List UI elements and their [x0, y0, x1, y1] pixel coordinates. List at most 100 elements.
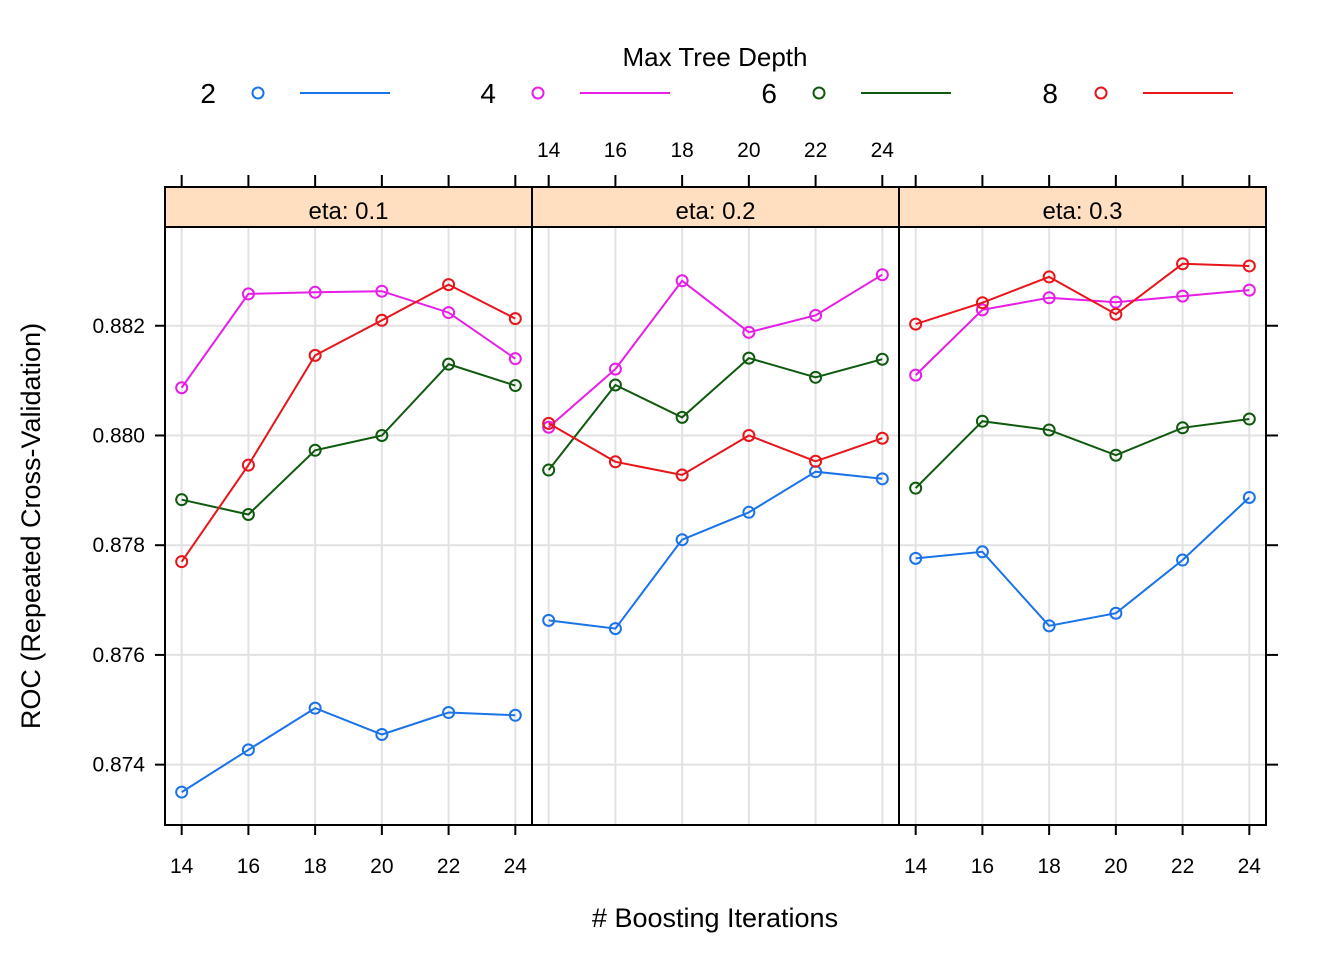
data-point-depth-2: [1176, 553, 1190, 567]
data-point-depth-6: [675, 410, 689, 424]
data-point-depth-6: [1042, 423, 1056, 437]
panel-3: eta: 0.3: [898, 186, 1267, 825]
x-tick-label: 16: [237, 855, 260, 878]
y-axis-title: ROC (Repeated Cross-Validation): [16, 323, 46, 729]
y-tick-label: 0.878: [92, 534, 145, 557]
series-line-depth-8: [915, 262, 1250, 326]
legend-label-4: 4: [480, 78, 496, 109]
series-line-depth-8: [180, 283, 516, 563]
data-point-depth-2: [542, 613, 556, 627]
data-point-depth-6: [742, 351, 756, 365]
data-point-depth-6: [975, 414, 989, 428]
series-line-depth-2: [548, 470, 883, 630]
data-point-depth-2: [875, 472, 889, 486]
data-point-depth-2: [375, 727, 389, 741]
x-tick-label-top: 20: [737, 139, 760, 162]
data-point-depth-4: [308, 285, 322, 299]
data-point-depth-4: [1109, 295, 1123, 309]
series-line-depth-4: [548, 273, 883, 428]
data-point-depth-6: [1242, 412, 1256, 426]
legend-label-8: 8: [1042, 78, 1058, 109]
legend: 2 4 6 8: [200, 78, 1233, 109]
data-point-depth-8: [1242, 259, 1256, 273]
data-point-depth-8: [1042, 270, 1056, 284]
data-point-depth-4: [241, 287, 255, 301]
panel-2: eta: 0.2: [531, 186, 900, 825]
data-point-depth-4: [875, 268, 889, 282]
data-point-depth-2: [1109, 606, 1123, 620]
data-point-depth-8: [375, 313, 389, 327]
data-point-depth-8: [608, 455, 622, 469]
x-tick-label: 16: [971, 855, 994, 878]
data-point-depth-6: [1176, 421, 1190, 435]
data-point-depth-4: [1242, 283, 1256, 297]
data-point-depth-4: [1042, 291, 1056, 305]
series-line-depth-4: [180, 290, 516, 389]
legend-point-6: [812, 86, 826, 100]
data-point-depth-2: [1242, 490, 1256, 504]
legend-label-6: 6: [761, 78, 777, 109]
x-axis-title: # Boosting Iterations: [592, 903, 838, 933]
data-point-depth-2: [975, 545, 989, 559]
strip-1: [164, 186, 533, 228]
data-point-depth-2: [909, 551, 923, 565]
y-tick-label: 0.882: [92, 315, 145, 338]
data-point-depth-6: [175, 493, 189, 507]
data-point-depth-2: [675, 533, 689, 547]
data-point-depth-4: [1176, 289, 1190, 303]
data-point-depth-6: [542, 463, 556, 477]
data-point-depth-4: [809, 308, 823, 322]
data-point-depth-6: [608, 378, 622, 392]
data-point-depth-6: [308, 443, 322, 457]
x-tick-label: 14: [170, 855, 194, 878]
x-tick-label: 24: [1238, 855, 1262, 878]
x-tick-label: 14: [904, 855, 928, 878]
data-point-depth-4: [175, 381, 189, 395]
legend-point-8: [1094, 86, 1108, 100]
strip-label: eta: 0.1: [308, 198, 388, 225]
data-point-depth-2: [742, 505, 756, 519]
x-tick-label: 22: [1171, 855, 1194, 878]
strip-label: eta: 0.3: [1042, 198, 1122, 225]
data-point-depth-2: [241, 743, 255, 757]
x-tick-label: 18: [1037, 855, 1060, 878]
data-point-depth-4: [375, 284, 389, 298]
data-point-depth-8: [308, 348, 322, 362]
plot-frame: [164, 186, 1267, 826]
x-tick-label-top: 22: [804, 139, 827, 162]
data-point-depth-4: [909, 368, 923, 382]
x-tick-label-top: 24: [871, 139, 895, 162]
legend-title: Max Tree Depth: [623, 42, 808, 72]
data-point-depth-6: [909, 481, 923, 495]
x-tick-label: 20: [1104, 855, 1127, 878]
data-point-depth-4: [508, 352, 522, 366]
series-line-depth-8: [548, 422, 883, 477]
x-tick-label: 24: [504, 855, 528, 878]
series-line-depth-6: [547, 356, 883, 471]
data-point-depth-8: [742, 428, 756, 442]
data-point-depth-8: [442, 278, 456, 292]
data-point-depth-2: [308, 701, 322, 715]
data-point-depth-4: [675, 274, 689, 288]
data-point-depth-8: [542, 416, 556, 430]
data-point-depth-2: [175, 785, 189, 799]
data-point-depth-6: [241, 507, 255, 521]
data-point-depth-8: [1109, 307, 1123, 321]
data-point-depth-4: [742, 325, 756, 339]
x-tick-label-top: 18: [670, 139, 693, 162]
series-line-depth-2: [181, 706, 516, 793]
data-point-depth-8: [508, 312, 522, 326]
data-point-depth-8: [909, 317, 923, 331]
data-point-depth-6: [442, 357, 456, 371]
data-point-depth-4: [975, 303, 989, 317]
series-line-depth-6: [181, 363, 516, 516]
data-point-depth-2: [442, 706, 456, 720]
series-line-depth-6: [914, 418, 1250, 489]
data-point-depth-8: [675, 468, 689, 482]
data-point-depth-4: [608, 362, 622, 376]
x-tick-label: 22: [437, 855, 460, 878]
data-point-depth-8: [175, 555, 189, 569]
x-tick-label: 18: [303, 855, 326, 878]
strip-label: eta: 0.2: [675, 198, 755, 225]
